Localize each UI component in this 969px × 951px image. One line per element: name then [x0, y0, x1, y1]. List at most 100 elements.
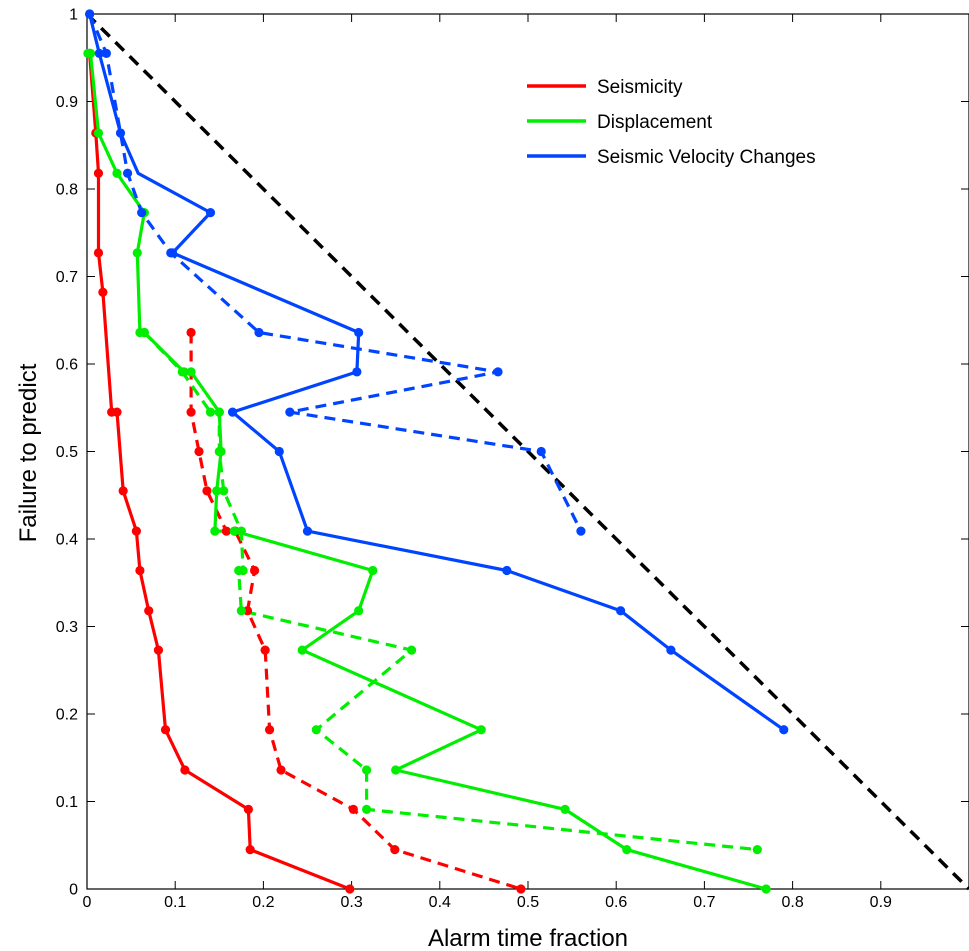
- data-point: [516, 884, 526, 894]
- data-point: [361, 765, 372, 775]
- data-point: [229, 526, 239, 536]
- data-point: [93, 248, 104, 258]
- data-point: [576, 526, 586, 536]
- y-tick-label: 0.1: [56, 794, 78, 811]
- series-markers: [83, 9, 789, 894]
- data-point: [666, 645, 676, 655]
- reference-diagonal: [85, 12, 969, 891]
- data-point: [118, 486, 128, 496]
- y-tick-label: 0.2: [56, 707, 78, 724]
- y-axis-label: Failure to predict: [15, 363, 42, 542]
- data-point: [221, 526, 231, 536]
- data-point: [112, 168, 122, 178]
- data-point: [115, 128, 126, 138]
- y-tick-label: 0.7: [56, 269, 78, 286]
- x-tick-label: 0: [83, 894, 92, 911]
- data-point: [254, 327, 264, 338]
- data-point: [493, 367, 503, 377]
- y-tick-label: 0: [69, 882, 78, 899]
- data-point: [276, 765, 286, 775]
- data-point: [622, 845, 632, 855]
- data-point: [245, 845, 255, 855]
- data-point: [234, 565, 244, 576]
- y-tick-label: 0.4: [56, 532, 78, 549]
- data-point: [348, 804, 358, 814]
- data-point: [264, 725, 275, 735]
- data-point: [93, 128, 104, 138]
- data-point: [227, 407, 238, 417]
- data-point: [135, 565, 145, 576]
- data-point: [139, 327, 149, 338]
- data-point: [177, 367, 187, 377]
- data-point: [368, 565, 378, 576]
- data-point: [186, 407, 196, 417]
- data-point: [205, 407, 216, 417]
- data-point: [616, 606, 626, 616]
- x-axis-label: Alarm time fraction: [428, 925, 628, 951]
- data-point: [214, 446, 224, 457]
- x-tick-label: 0.4: [429, 894, 451, 911]
- data-point: [85, 48, 96, 58]
- data-point: [243, 804, 254, 814]
- x-tick-label: 0.3: [340, 894, 362, 911]
- data-point: [166, 248, 176, 258]
- data-point: [779, 725, 789, 735]
- legend-label: Seismic Velocity Changes: [597, 147, 816, 168]
- data-point: [345, 884, 355, 894]
- data-point: [101, 48, 112, 58]
- y-tick-label: 0.8: [56, 182, 78, 199]
- data-point: [180, 765, 190, 775]
- data-point: [476, 725, 486, 735]
- data-point: [85, 9, 95, 19]
- data-point: [144, 606, 154, 616]
- y-tick-label: 0.5: [56, 444, 78, 461]
- axis-ticks: [86, 13, 969, 890]
- series-line-1-dashed: [189, 332, 522, 891]
- data-point: [153, 645, 164, 655]
- y-tick-label: 1: [69, 7, 78, 24]
- data-point: [131, 526, 141, 536]
- data-point: [210, 526, 220, 536]
- x-tick-label: 0.6: [605, 894, 627, 911]
- data-point: [212, 486, 222, 496]
- data-point: [406, 645, 417, 655]
- data-point: [560, 804, 570, 814]
- legend-label: Displacement: [597, 112, 713, 133]
- data-point: [219, 486, 229, 496]
- x-tick-label: 0.2: [252, 894, 274, 911]
- data-point: [536, 446, 546, 457]
- data-point: [274, 446, 284, 457]
- data-point: [132, 248, 142, 258]
- x-tick-label: 0.1: [164, 894, 186, 911]
- data-point: [122, 168, 133, 178]
- data-point: [297, 645, 307, 655]
- data-point: [194, 446, 204, 457]
- x-tick-label: 0.8: [781, 894, 803, 911]
- data-point: [502, 565, 512, 576]
- data-point: [160, 725, 171, 735]
- data-point: [205, 208, 216, 218]
- data-point: [249, 565, 260, 576]
- x-tick-label: 0.9: [870, 894, 892, 911]
- data-point: [361, 804, 372, 814]
- data-point: [260, 645, 270, 655]
- data-point: [94, 48, 104, 58]
- data-point: [137, 208, 147, 218]
- data-point: [302, 526, 313, 536]
- x-tick-label: 0.5: [517, 894, 539, 911]
- data-point: [186, 367, 196, 377]
- reference-line-group: [85, 12, 969, 891]
- y-tick-label: 0.3: [56, 619, 78, 636]
- series-line-5-dashed: [88, 13, 583, 532]
- data-point: [354, 606, 364, 616]
- data-point: [236, 526, 246, 536]
- data-point: [98, 287, 108, 297]
- data-point: [285, 407, 295, 417]
- legend: Seismicity Displacement Seismic Velocity C…: [527, 77, 816, 168]
- legend-label: Seismicity: [597, 77, 683, 98]
- data-point: [186, 327, 196, 338]
- data-point: [354, 327, 364, 338]
- data-point: [112, 407, 122, 417]
